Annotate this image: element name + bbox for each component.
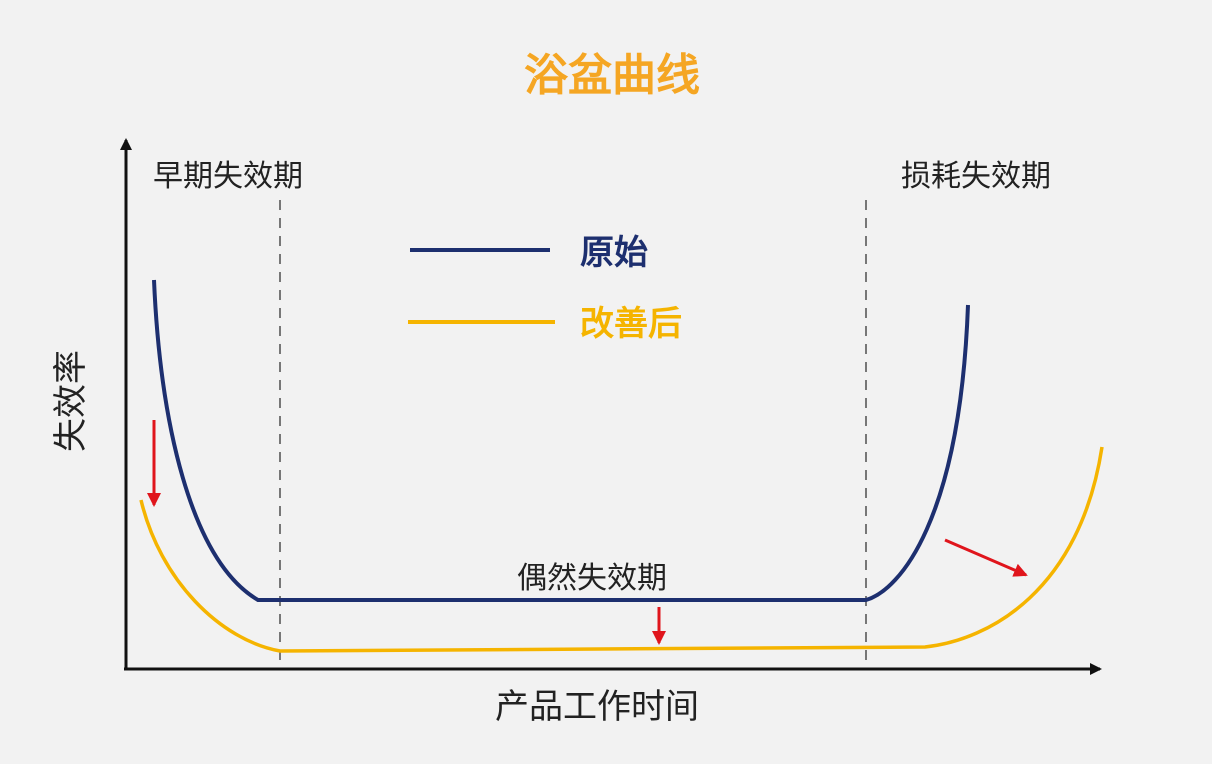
wearout-failure-label: 损耗失效期 bbox=[901, 159, 1051, 194]
wearout-improvement-arrow bbox=[944, 538, 1028, 577]
legend-improved-label: 改善后 bbox=[580, 304, 682, 344]
early-failure-label: 早期失效期 bbox=[153, 159, 303, 194]
original-curve bbox=[152, 279, 970, 602]
improved-curve bbox=[139, 446, 1104, 653]
legend-original-label: 原始 bbox=[580, 233, 648, 273]
x-axis-label: 产品工作时间 bbox=[495, 687, 699, 727]
y-axis-label: 失效率 bbox=[51, 350, 91, 452]
random-failure-label: 偶然失效期 bbox=[517, 561, 667, 596]
diagram-title: 浴盆曲线 bbox=[524, 50, 700, 101]
